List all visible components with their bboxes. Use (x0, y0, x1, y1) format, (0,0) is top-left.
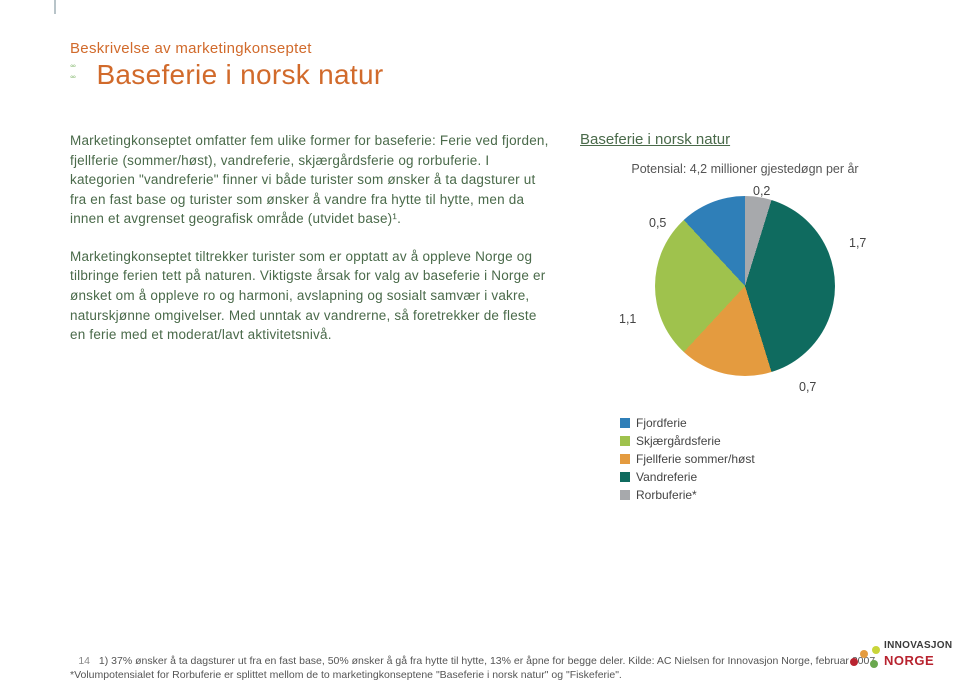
page-number: 14 (70, 654, 90, 668)
top-tick-decor (54, 0, 56, 14)
footnote-text: 1) 37% ønsker å ta dagsturer ut fra en f… (70, 655, 878, 681)
pie-graphic (655, 196, 835, 376)
legend-label: Rorbuferie* (636, 488, 697, 502)
legend-label: Fjellferie sommer/høst (636, 452, 755, 466)
legend-swatch (620, 418, 630, 428)
chart-panel: Baseferie i norsk natur Potensial: 4,2 m… (580, 131, 910, 506)
legend-item: Skjærgårdsferie (620, 434, 910, 448)
chart-title: Baseferie i norsk natur (580, 131, 910, 148)
pie-label-05: 0,5 (649, 216, 666, 230)
logo: INNOVASJON NORGE (850, 638, 940, 674)
logo-dot (860, 650, 868, 658)
legend-label: Vandreferie (636, 470, 697, 484)
pie-label-17: 1,7 (849, 236, 866, 250)
page-title: Baseferie i norsk natur (96, 59, 383, 90)
paragraph-2: Marketingkonseptet tiltrekker turister s… (70, 247, 550, 345)
legend-label: Fjordferie (636, 416, 687, 430)
pie-label-11: 1,1 (619, 312, 636, 326)
logo-line1: INNOVASJON (884, 640, 952, 651)
legend-label: Skjærgårdsferie (636, 434, 721, 448)
pie-label-07: 0,7 (799, 380, 816, 394)
legend-swatch (620, 490, 630, 500)
eyebrow: Beskrivelse av marketingkonseptet (70, 40, 910, 57)
paragraph-1: Marketingkonseptet omfatter fem ulike fo… (70, 131, 550, 229)
logo-dot (870, 660, 878, 668)
pie-chart: 0,2 1,7 0,7 1,1 0,5 (605, 186, 885, 406)
legend-swatch (620, 472, 630, 482)
legend-swatch (620, 454, 630, 464)
legend-item: Fjellferie sommer/høst (620, 452, 910, 466)
header: Beskrivelse av marketingkonseptet ◦◦◦◦ B… (70, 40, 910, 91)
pie-label-02: 0,2 (753, 184, 770, 198)
content: Marketingkonseptet omfatter fem ulike fo… (70, 131, 910, 506)
legend-item: Fjordferie (620, 416, 910, 430)
body-text: Marketingkonseptet omfatter fem ulike fo… (70, 131, 550, 506)
footnote: 14 1) 37% ønsker å ta dagsturer ut fra e… (70, 654, 940, 682)
legend-item: Rorbuferie* (620, 488, 910, 502)
logo-line2: NORGE (884, 653, 934, 668)
logo-dot (850, 658, 858, 666)
chart-subtitle: Potensial: 4,2 millioner gjestedøgn per … (580, 162, 910, 176)
slide: Beskrivelse av marketingkonseptet ◦◦◦◦ B… (0, 0, 960, 700)
legend-item: Vandreferie (620, 470, 910, 484)
bullet-deco-icon: ◦◦◦◦ (70, 61, 90, 83)
legend: Fjordferie Skjærgårdsferie Fjellferie somm… (620, 416, 910, 502)
legend-swatch (620, 436, 630, 446)
title-row: ◦◦◦◦ Baseferie i norsk natur (70, 59, 910, 91)
logo-dot (872, 646, 880, 654)
